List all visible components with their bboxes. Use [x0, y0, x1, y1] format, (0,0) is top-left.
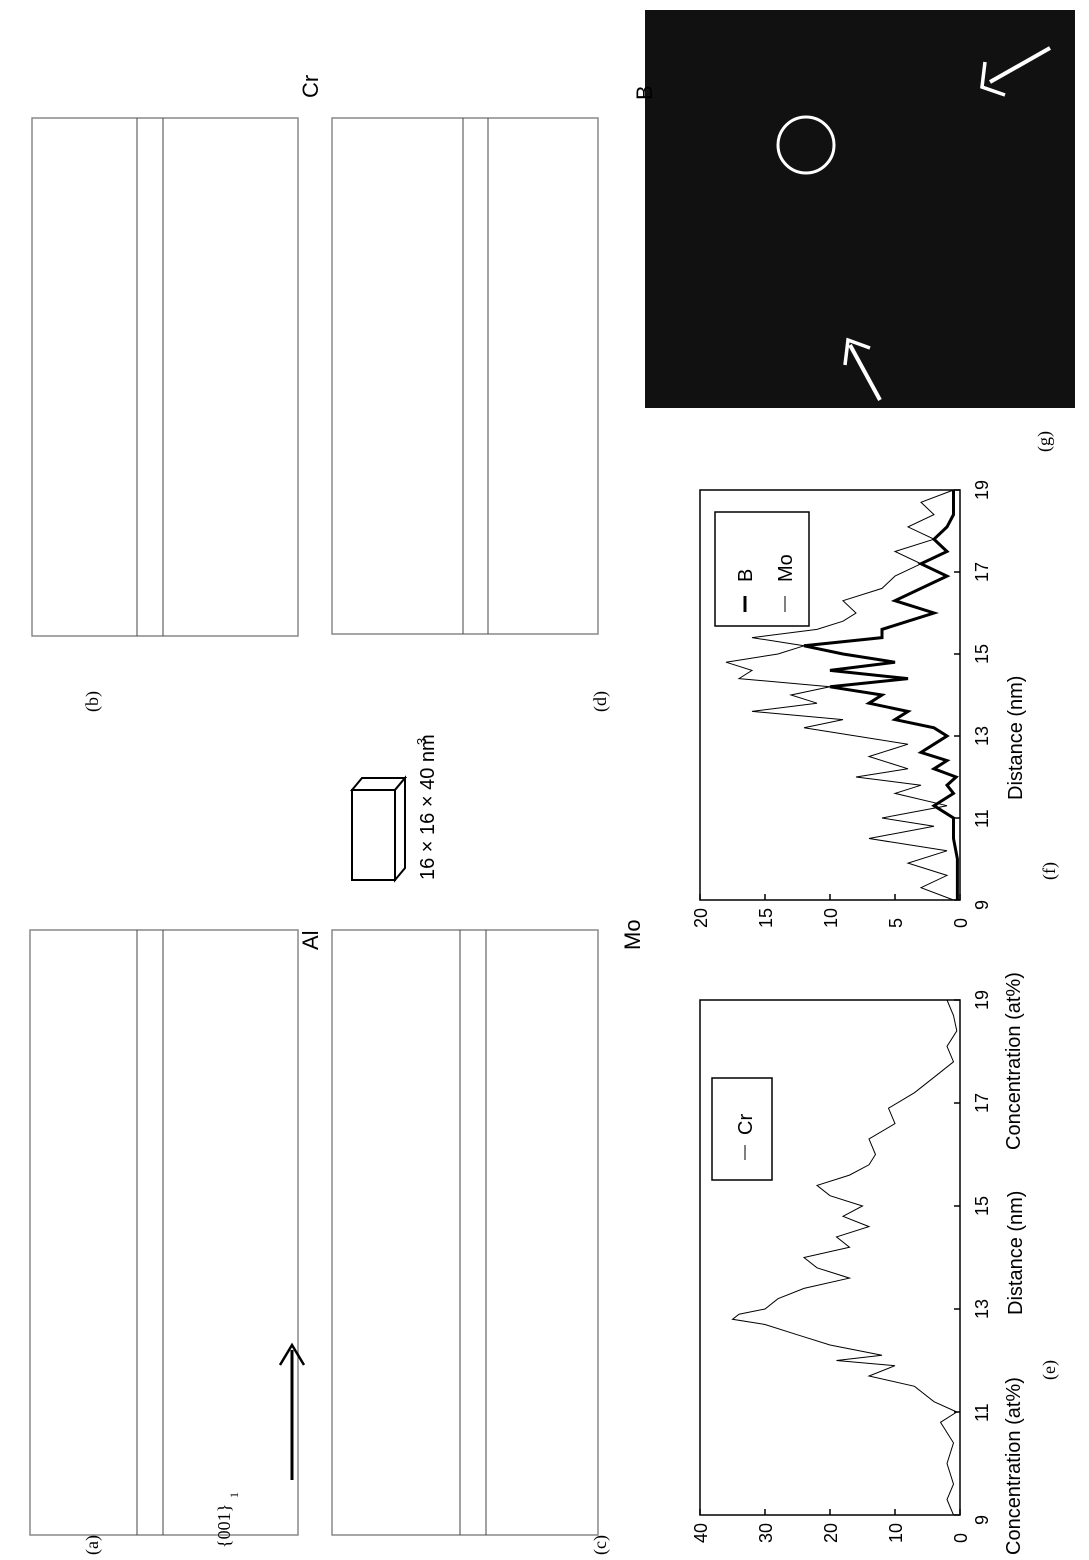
y-tick-label: 10	[886, 1523, 906, 1543]
panel-g-arrow-1-shaft	[989, 46, 1051, 84]
panel-a-orientation-subscript: 1	[227, 1492, 241, 1498]
x-tick-label: 17	[972, 562, 992, 582]
y-tick-label: 5	[886, 918, 906, 928]
y-tick-label: 10	[821, 908, 841, 928]
panel-g-label: (g)	[1034, 431, 1055, 452]
x-tick-label: 19	[972, 990, 992, 1010]
chart-f-xlabel: Distance (nm)	[1005, 676, 1027, 800]
panel-c-mo-cluster	[380, 1010, 560, 1290]
legend-label-b: B	[735, 569, 757, 582]
legend-label-cr: Cr	[735, 1114, 757, 1135]
panel-f-label: (f)	[1039, 862, 1060, 880]
panel-a-element: Al	[298, 930, 323, 950]
y-tick-label: 0	[951, 1533, 971, 1543]
panel-a-al-region	[30, 930, 265, 1260]
panel-g-arrow-2-head	[843, 337, 871, 366]
panel-b-frame	[31, 117, 299, 637]
volume-box-label: 16 × 16 × 40 nm	[417, 734, 439, 880]
panel-b-element: Cr	[298, 75, 323, 98]
panel-b: (b) Cr	[31, 75, 323, 712]
x-tick-label: 13	[972, 1299, 992, 1319]
panel-g-arrow-2-shaft	[848, 344, 882, 401]
chart-f-content: 9 11 13 15 17 19 0 5 10 15 20	[691, 480, 992, 928]
chart-f-legend: B Mo	[714, 511, 810, 627]
x-tick-label: 9	[972, 900, 992, 910]
volume-box-exponent: 3	[414, 738, 429, 745]
chart-e-legend: Cr	[711, 1077, 773, 1181]
y-tick-label: 0	[951, 918, 971, 928]
y-tick-label: 20	[691, 908, 711, 928]
panel-g-element: B	[632, 85, 657, 100]
panel-e-label: (e)	[1039, 1360, 1060, 1380]
x-tick-label: 13	[972, 726, 992, 746]
panel-c: (c) Mo	[331, 919, 645, 1555]
series-line-cr	[731, 999, 958, 1516]
panel-g: B (g)	[632, 10, 1075, 452]
y-tick-label: 20	[821, 1523, 841, 1543]
panel-c-label: (c)	[590, 1535, 611, 1555]
panel-g-arrow-1-head	[980, 61, 1006, 97]
panel-c-frame	[331, 929, 599, 1536]
panel-b-cr-band-lower	[32, 250, 298, 636]
x-tick-label: 11	[972, 1403, 992, 1422]
volume-box: 16 × 16 × 40 nm 3	[349, 734, 439, 883]
x-tick-label: 11	[972, 809, 992, 828]
x-tick-label: 19	[972, 480, 992, 500]
panel-a-al-cluster	[50, 1210, 210, 1430]
panel-c-element: Mo	[620, 919, 645, 950]
series-line-mo	[725, 489, 954, 901]
legend-label-mo: Mo	[775, 554, 797, 582]
x-tick-label: 17	[972, 1093, 992, 1113]
panel-e: 9 11 13 15 17 19 0 10 20 30 40 Cr Distance (nm) Co…	[691, 990, 1060, 1555]
panel-b-label: (b)	[82, 691, 103, 712]
x-tick-label: 9	[972, 1515, 992, 1525]
panel-a-orientation: {001}	[214, 1504, 234, 1548]
panel-g-circle-marker	[776, 115, 836, 175]
x-tick-label: 15	[972, 644, 992, 664]
chart-f-legend-box	[714, 511, 810, 627]
chart-e-content: 9 11 13 15 17 19 0 10 20 30 40	[691, 990, 992, 1543]
y-tick-label: 15	[756, 908, 776, 928]
orientation-arrow-head	[278, 1342, 306, 1366]
chart-e-ylabel: Concentration (at%)	[1003, 1377, 1025, 1555]
panel-b-cr-band-upper	[32, 118, 200, 420]
panel-d-label: (d)	[590, 691, 611, 712]
panel-d-frame	[331, 117, 599, 635]
volume-box-side	[394, 775, 406, 883]
chart-f-ylabel: Concentration (at%)	[1003, 972, 1025, 1150]
panel-a: (a) {001} 1 Al	[29, 929, 323, 1555]
volume-box-front	[351, 789, 396, 881]
panel-d: (d)	[331, 117, 611, 712]
y-tick-label: 30	[756, 1523, 776, 1543]
x-tick-label: 15	[972, 1196, 992, 1216]
panel-f: 9 11 13 15 17 19 0 5 10 15 20 B Mo Distance (nm) C…	[691, 480, 1060, 1150]
panel-a-frame	[29, 929, 299, 1536]
panel-a-label: (a)	[82, 1535, 103, 1555]
chart-e-legend-box	[711, 1077, 773, 1181]
chart-e-xlabel: Distance (nm)	[1005, 1191, 1027, 1315]
y-tick-label: 40	[691, 1523, 711, 1543]
